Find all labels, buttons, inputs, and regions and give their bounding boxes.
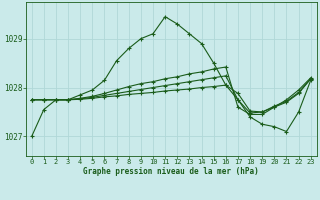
X-axis label: Graphe pression niveau de la mer (hPa): Graphe pression niveau de la mer (hPa) — [83, 167, 259, 176]
